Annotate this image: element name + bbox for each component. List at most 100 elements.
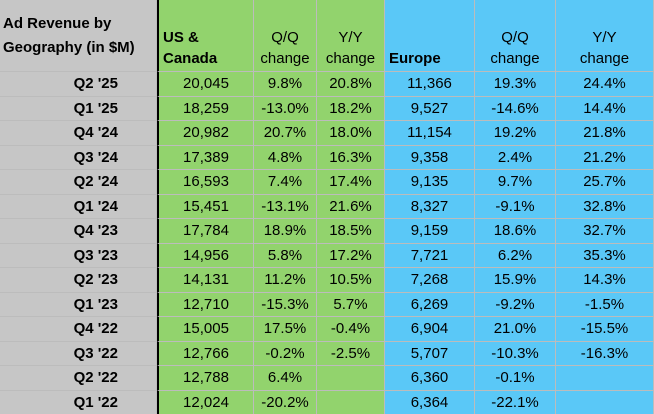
europe-yy-cell[interactable]: -1.5% <box>556 292 654 317</box>
europe-revenue-cell[interactable]: 6,269 <box>385 292 475 317</box>
quarter-cell[interactable]: Q2 '23 <box>0 268 157 293</box>
us-yy-cell[interactable]: 17.2% <box>317 243 385 268</box>
us-yy-cell[interactable]: 18.5% <box>317 219 385 244</box>
us-revenue-cell[interactable]: 15,451 <box>157 194 254 219</box>
europe-yy-cell[interactable]: 35.3% <box>556 243 654 268</box>
europe-yy-cell[interactable] <box>556 366 654 391</box>
header-us-qq-cell[interactable]: Q/Q change <box>254 0 317 72</box>
europe-qq-cell[interactable]: 6.2% <box>475 243 556 268</box>
us-yy-cell[interactable] <box>317 390 385 414</box>
us-revenue-cell[interactable]: 18,259 <box>157 96 254 121</box>
us-yy-cell[interactable]: 16.3% <box>317 145 385 170</box>
europe-yy-cell[interactable]: -16.3% <box>556 341 654 366</box>
header-eu-qq-cell[interactable]: Q/Q change <box>475 0 556 72</box>
us-revenue-cell[interactable]: 20,982 <box>157 121 254 146</box>
header-europe-cell[interactable]: Europe <box>385 0 475 72</box>
us-qq-cell[interactable]: -20.2% <box>254 390 317 414</box>
us-revenue-cell[interactable]: 17,389 <box>157 145 254 170</box>
us-revenue-cell[interactable]: 16,593 <box>157 170 254 195</box>
quarter-cell[interactable]: Q2 '24 <box>0 170 157 195</box>
quarter-cell[interactable]: Q4 '24 <box>0 121 157 146</box>
header-eu-yy-cell[interactable]: Y/Y change <box>556 0 654 72</box>
europe-yy-cell[interactable]: 21.8% <box>556 121 654 146</box>
europe-qq-cell[interactable]: -10.3% <box>475 341 556 366</box>
europe-yy-cell[interactable]: 14.4% <box>556 96 654 121</box>
us-revenue-cell[interactable]: 12,024 <box>157 390 254 414</box>
quarter-cell[interactable]: Q2 '22 <box>0 366 157 391</box>
quarter-cell[interactable]: Q3 '22 <box>0 341 157 366</box>
us-yy-cell[interactable]: 17.4% <box>317 170 385 195</box>
us-qq-cell[interactable]: -0.2% <box>254 341 317 366</box>
us-qq-cell[interactable]: 11.2% <box>254 268 317 293</box>
quarter-cell[interactable]: Q1 '22 <box>0 390 157 414</box>
europe-revenue-cell[interactable]: 6,904 <box>385 317 475 342</box>
europe-revenue-cell[interactable]: 9,159 <box>385 219 475 244</box>
europe-yy-cell[interactable]: -15.5% <box>556 317 654 342</box>
us-qq-cell[interactable]: 17.5% <box>254 317 317 342</box>
us-revenue-cell[interactable]: 12,766 <box>157 341 254 366</box>
us-revenue-cell[interactable]: 20,045 <box>157 72 254 97</box>
europe-revenue-cell[interactable]: 8,327 <box>385 194 475 219</box>
us-yy-cell[interactable]: -0.4% <box>317 317 385 342</box>
europe-qq-cell[interactable]: 9.7% <box>475 170 556 195</box>
europe-revenue-cell[interactable]: 9,358 <box>385 145 475 170</box>
us-qq-cell[interactable]: 18.9% <box>254 219 317 244</box>
europe-qq-cell[interactable]: 2.4% <box>475 145 556 170</box>
europe-qq-cell[interactable]: 15.9% <box>475 268 556 293</box>
us-qq-cell[interactable]: 4.8% <box>254 145 317 170</box>
us-yy-cell[interactable]: 5.7% <box>317 292 385 317</box>
europe-revenue-cell[interactable]: 9,527 <box>385 96 475 121</box>
us-revenue-cell[interactable]: 12,788 <box>157 366 254 391</box>
europe-yy-cell[interactable]: 25.7% <box>556 170 654 195</box>
us-revenue-cell[interactable]: 12,710 <box>157 292 254 317</box>
us-revenue-cell[interactable]: 14,131 <box>157 268 254 293</box>
us-revenue-cell[interactable]: 14,956 <box>157 243 254 268</box>
us-yy-cell[interactable]: -2.5% <box>317 341 385 366</box>
europe-qq-cell[interactable]: 19.2% <box>475 121 556 146</box>
europe-qq-cell[interactable]: -22.1% <box>475 390 556 414</box>
europe-revenue-cell[interactable]: 11,366 <box>385 72 475 97</box>
europe-yy-cell[interactable]: 24.4% <box>556 72 654 97</box>
europe-qq-cell[interactable]: -0.1% <box>475 366 556 391</box>
quarter-cell[interactable]: Q1 '25 <box>0 96 157 121</box>
europe-revenue-cell[interactable]: 7,268 <box>385 268 475 293</box>
us-qq-cell[interactable]: -13.1% <box>254 194 317 219</box>
us-revenue-cell[interactable]: 15,005 <box>157 317 254 342</box>
us-qq-cell[interactable]: 7.4% <box>254 170 317 195</box>
europe-qq-cell[interactable]: 18.6% <box>475 219 556 244</box>
europe-yy-cell[interactable]: 21.2% <box>556 145 654 170</box>
us-yy-cell[interactable]: 18.2% <box>317 96 385 121</box>
quarter-cell[interactable]: Q2 '25 <box>0 72 157 97</box>
europe-revenue-cell[interactable]: 7,721 <box>385 243 475 268</box>
europe-revenue-cell[interactable]: 11,154 <box>385 121 475 146</box>
header-us-cell[interactable]: US & Canada <box>157 0 254 72</box>
europe-yy-cell[interactable] <box>556 390 654 414</box>
us-yy-cell[interactable] <box>317 366 385 391</box>
us-revenue-cell[interactable]: 17,784 <box>157 219 254 244</box>
quarter-cell[interactable]: Q1 '24 <box>0 194 157 219</box>
us-qq-cell[interactable]: -15.3% <box>254 292 317 317</box>
europe-qq-cell[interactable]: 19.3% <box>475 72 556 97</box>
europe-revenue-cell[interactable]: 6,360 <box>385 366 475 391</box>
quarter-cell[interactable]: Q1 '23 <box>0 292 157 317</box>
us-qq-cell[interactable]: 5.8% <box>254 243 317 268</box>
europe-qq-cell[interactable]: 21.0% <box>475 317 556 342</box>
europe-yy-cell[interactable]: 32.8% <box>556 194 654 219</box>
europe-revenue-cell[interactable]: 9,135 <box>385 170 475 195</box>
europe-yy-cell[interactable]: 14.3% <box>556 268 654 293</box>
europe-qq-cell[interactable]: -9.1% <box>475 194 556 219</box>
us-yy-cell[interactable]: 20.8% <box>317 72 385 97</box>
us-yy-cell[interactable]: 10.5% <box>317 268 385 293</box>
us-qq-cell[interactable]: 9.8% <box>254 72 317 97</box>
europe-qq-cell[interactable]: -9.2% <box>475 292 556 317</box>
header-us-yy-cell[interactable]: Y/Y change <box>317 0 385 72</box>
quarter-cell[interactable]: Q3 '24 <box>0 145 157 170</box>
europe-revenue-cell[interactable]: 6,364 <box>385 390 475 414</box>
quarter-cell[interactable]: Q4 '23 <box>0 219 157 244</box>
us-yy-cell[interactable]: 21.6% <box>317 194 385 219</box>
europe-yy-cell[interactable]: 32.7% <box>556 219 654 244</box>
us-qq-cell[interactable]: 20.7% <box>254 121 317 146</box>
us-qq-cell[interactable]: 6.4% <box>254 366 317 391</box>
us-yy-cell[interactable]: 18.0% <box>317 121 385 146</box>
us-qq-cell[interactable]: -13.0% <box>254 96 317 121</box>
